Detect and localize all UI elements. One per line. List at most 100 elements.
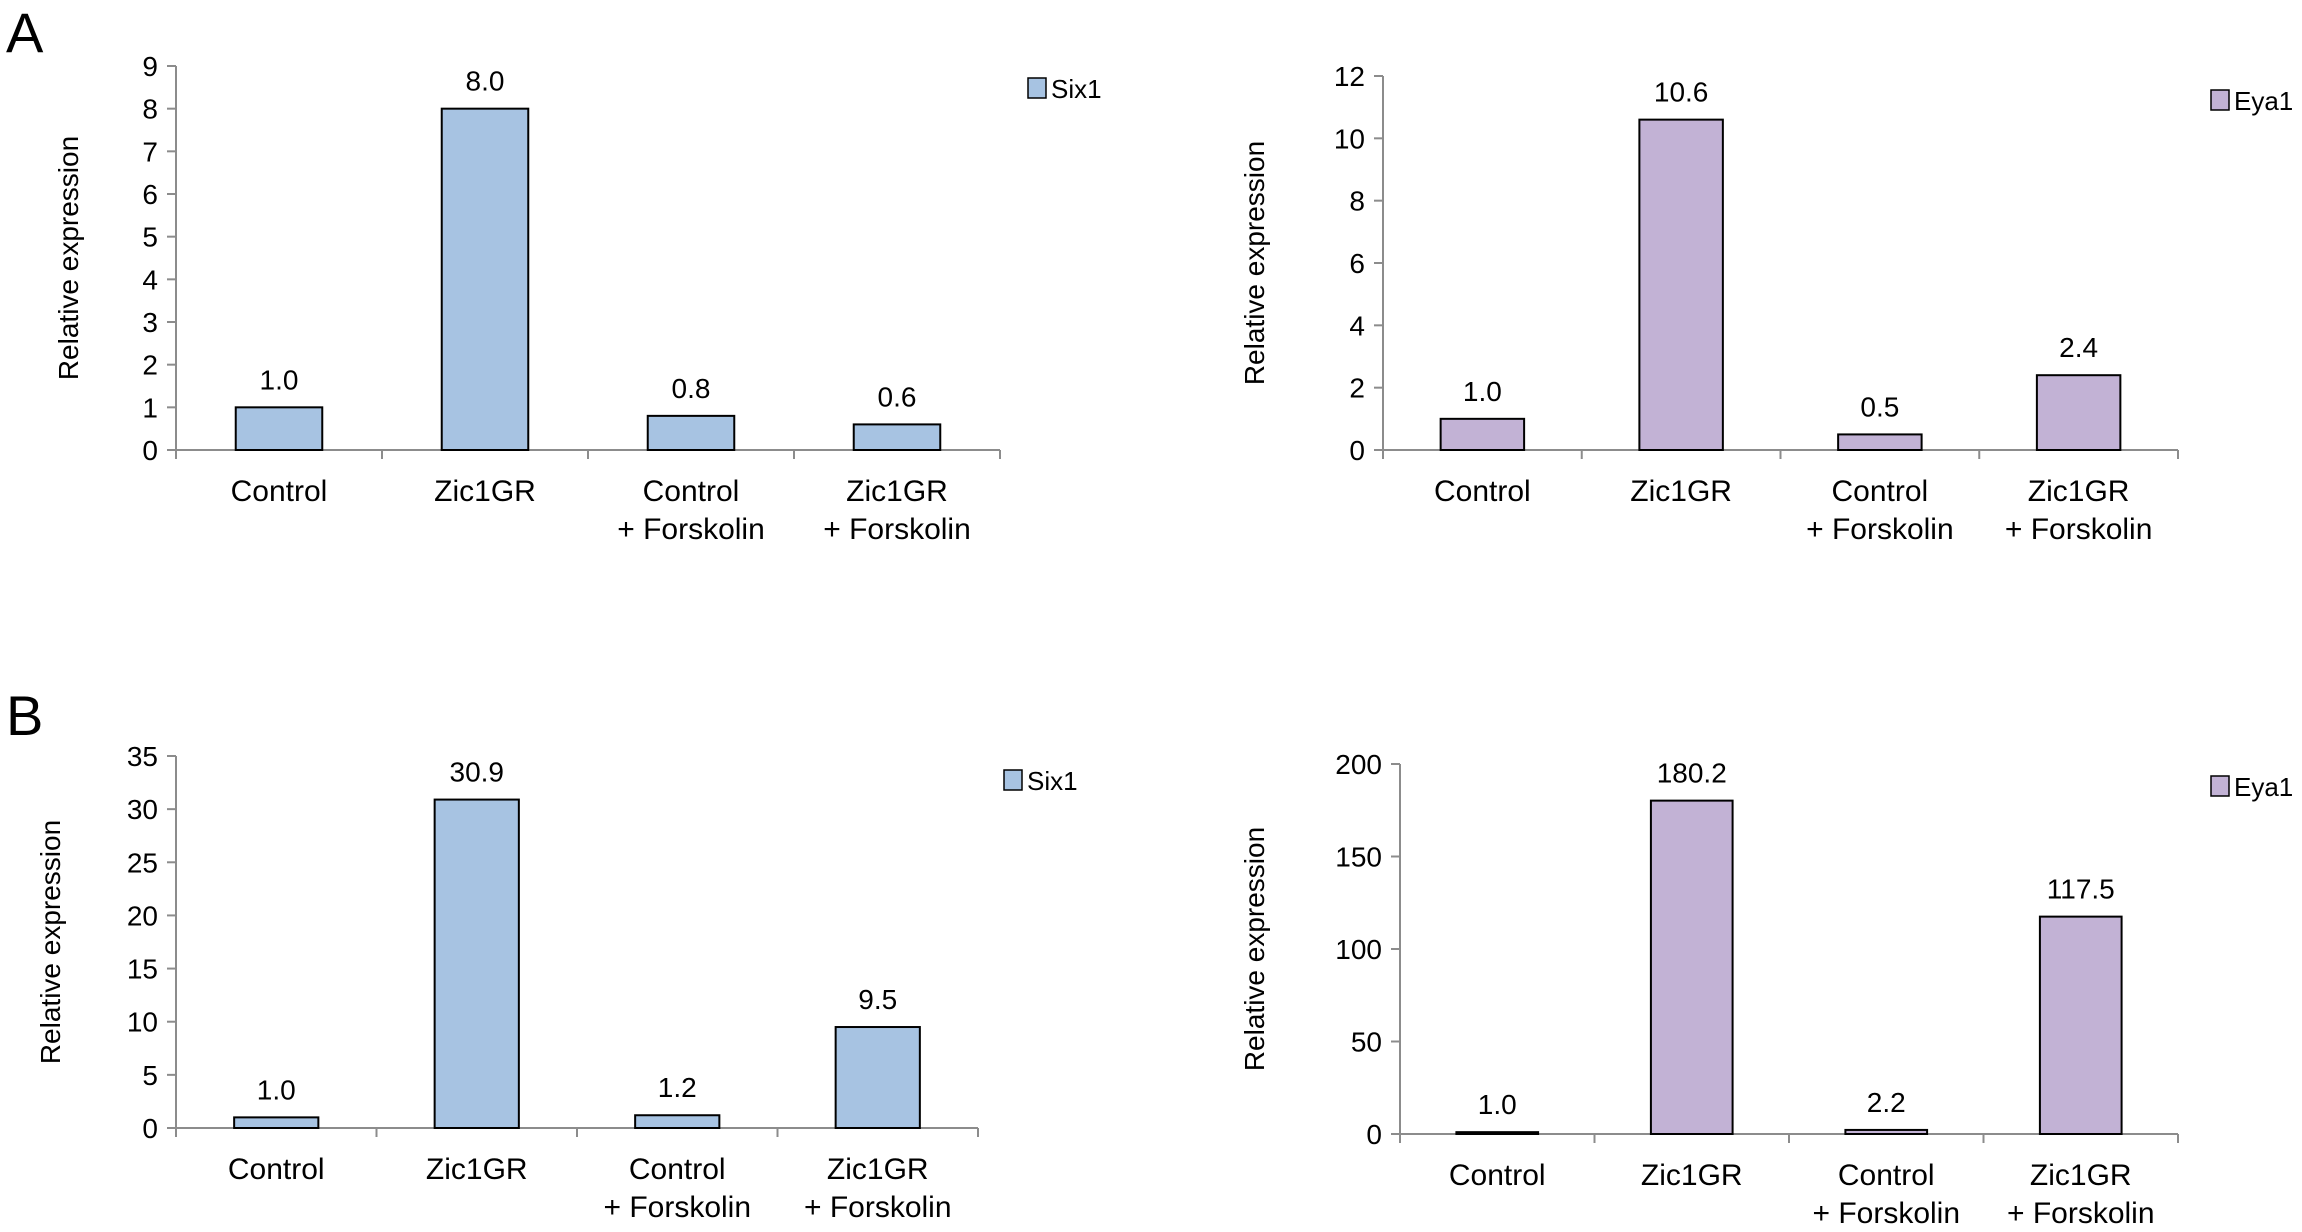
x-tick-label: + Forskolin xyxy=(823,513,971,546)
x-tick-label: Zic1GR xyxy=(1641,1159,1743,1192)
y-tick-label: 100 xyxy=(1335,934,1382,965)
data-label: 0.6 xyxy=(878,381,917,412)
x-tick-label: Control xyxy=(629,1153,726,1186)
data-label: 0.5 xyxy=(1860,391,1899,422)
x-tick-label: + Forskolin xyxy=(1806,513,1954,546)
legend-swatch xyxy=(2210,89,2230,111)
chart-3: 0 5 10 15 20 25 30 35 1.0 Control 30.9 Zic1GR 1.2 Con… xyxy=(35,741,1078,1224)
x-tick-label: Control xyxy=(231,475,328,508)
x-tick-label: + Forskolin xyxy=(617,513,765,546)
y-tick-label: 35 xyxy=(127,741,158,772)
y-tick-label: 20 xyxy=(127,900,158,931)
bar xyxy=(234,406,324,452)
x-tick-label: Zic1GR xyxy=(827,1153,929,1186)
data-label: 2.4 xyxy=(2059,332,2098,363)
data-label: 117.5 xyxy=(2047,874,2115,905)
y-tick-label: 50 xyxy=(1351,1027,1382,1058)
chart-1: 0 1 2 3 4 5 6 7 8 9 1.0 Control 8.0 Zic1GR 0.8 Control +… xyxy=(53,51,1102,546)
bar xyxy=(852,423,942,451)
y-tick-label: 0 xyxy=(1366,1119,1382,1150)
x-tick-label: Control xyxy=(1838,1159,1935,1192)
y-tick-label: 2 xyxy=(1349,373,1365,404)
x-tick-label: Zic1GR xyxy=(1630,475,1732,508)
y-tick-label: 6 xyxy=(142,179,158,210)
x-tick-label: Control xyxy=(228,1153,325,1186)
legend-label: Eya1 xyxy=(2234,86,2293,116)
data-label: 1.0 xyxy=(1463,376,1502,407)
y-tick-label: 200 xyxy=(1335,749,1382,780)
bar xyxy=(634,1114,721,1130)
panel-letter-b: B xyxy=(6,684,43,747)
chart-2: 0 2 4 6 8 10 12 1.0 Control 10.6 Zic1GR 0.5 Control +… xyxy=(1239,61,2293,546)
y-tick-label: 6 xyxy=(1349,248,1365,279)
data-label: 1.0 xyxy=(1478,1089,1517,1120)
y-tick-label: 0 xyxy=(142,1113,158,1144)
y-tick-label: 8 xyxy=(142,94,158,125)
legend-label: Eya1 xyxy=(2234,772,2293,802)
data-label: 10.6 xyxy=(1654,77,1709,108)
bar xyxy=(1439,417,1526,452)
y-axis-label: Relative expression xyxy=(53,136,84,380)
y-tick-label: 4 xyxy=(1349,310,1365,341)
y-tick-label: 25 xyxy=(127,847,158,878)
x-tick-label: Control xyxy=(643,475,740,508)
bar xyxy=(2038,915,2123,1135)
y-tick-label: 5 xyxy=(142,1060,158,1091)
x-tick-label: + Forskolin xyxy=(603,1191,751,1224)
x-tick-label: Control xyxy=(1434,475,1531,508)
y-tick-label: 30 xyxy=(127,794,158,825)
y-tick-label: 2 xyxy=(142,350,158,381)
x-tick-label: Zic1GR xyxy=(846,475,948,508)
data-label: 8.0 xyxy=(466,66,505,97)
data-label: 30.9 xyxy=(450,757,505,788)
legend-label: Six1 xyxy=(1051,74,1102,104)
panel-letter-a: A xyxy=(6,1,44,64)
bar xyxy=(1844,1128,1929,1136)
y-tick-label: 12 xyxy=(1334,61,1365,92)
x-tick-label: + Forskolin xyxy=(804,1191,952,1224)
legend-swatch xyxy=(2210,775,2230,797)
x-tick-label: + Forskolin xyxy=(2007,1197,2155,1230)
charts-group: 01234567891.0Control8.0Zic1GR0.8Control+… xyxy=(35,51,2293,1230)
y-tick-label: 1 xyxy=(142,392,158,423)
y-tick-label: 0 xyxy=(1349,435,1365,466)
y-tick-label: 5 xyxy=(142,222,158,253)
x-tick-label: Zic1GR xyxy=(2030,1159,2132,1192)
y-axis-label: Relative expression xyxy=(35,820,66,1064)
bar xyxy=(440,107,530,452)
x-tick-label: + Forskolin xyxy=(2005,513,2153,546)
legend-swatch xyxy=(1003,769,1023,791)
bar xyxy=(433,798,520,1129)
y-tick-label: 10 xyxy=(1334,123,1365,154)
data-label: 1.0 xyxy=(257,1074,296,1105)
y-tick-label: 8 xyxy=(1349,186,1365,217)
y-tick-label: 4 xyxy=(142,264,158,295)
bar xyxy=(646,414,736,452)
y-tick-label: 3 xyxy=(142,307,158,338)
x-tick-label: Zic1GR xyxy=(434,475,536,508)
x-tick-label: + Forskolin xyxy=(1812,1197,1960,1230)
bar xyxy=(834,1026,921,1129)
data-label: 2.2 xyxy=(1867,1087,1906,1118)
data-label: 1.2 xyxy=(658,1072,697,1103)
data-label: 1.0 xyxy=(260,364,299,395)
bar xyxy=(1837,433,1923,451)
bar xyxy=(1638,118,1724,451)
y-tick-label: 150 xyxy=(1335,842,1382,873)
y-tick-label: 7 xyxy=(142,136,158,167)
x-tick-label: Zic1GR xyxy=(2028,475,2130,508)
data-label: 9.5 xyxy=(858,984,897,1015)
y-tick-label: 0 xyxy=(142,435,158,466)
bar xyxy=(2035,374,2122,452)
y-tick-label: 15 xyxy=(127,954,158,985)
x-tick-label: Control xyxy=(1832,475,1929,508)
data-label: 0.8 xyxy=(672,373,711,404)
y-axis-label: Relative expression xyxy=(1239,827,1270,1071)
data-label: 180.2 xyxy=(1657,758,1727,789)
x-tick-label: Zic1GR xyxy=(426,1153,528,1186)
bar xyxy=(1455,1131,1540,1136)
chart-4: 0 50 100 150 200 1.0 Control 180.2 Zic1GR 2.2 Cont… xyxy=(1239,749,2293,1230)
y-tick-label: 10 xyxy=(127,1007,158,1038)
y-tick-label: 9 xyxy=(142,51,158,82)
